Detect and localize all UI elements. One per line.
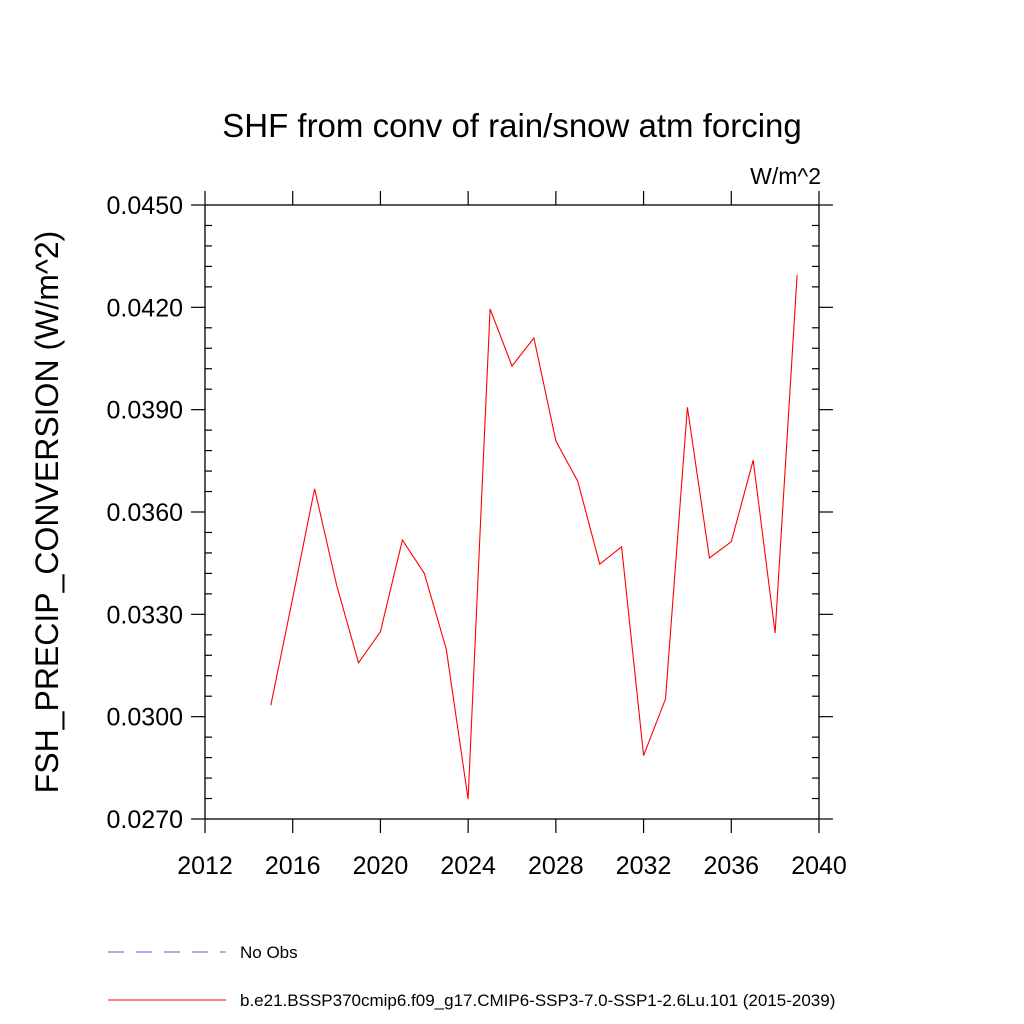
legend: No Obs b.e21.BSSP370cmip6.f09_g17.CMIP6-S… (108, 943, 835, 1010)
x-tick-label-2: 2020 (353, 852, 409, 880)
y-tick-label-0: 0.0270 (107, 806, 183, 834)
x-tick-label-0: 2012 (177, 852, 233, 880)
series-lines (270, 274, 798, 800)
y-tick-label-5: 0.0420 (107, 294, 183, 322)
x-tick-label-1: 2016 (265, 852, 321, 880)
y-tick-label-6: 0.0450 (107, 192, 183, 220)
legend-label-0: No Obs (240, 943, 298, 962)
y-tick-label-3: 0.0360 (107, 499, 183, 527)
plot-frame (204, 204, 820, 820)
y-tick-label-4: 0.0390 (107, 397, 183, 425)
series-line-1 (270, 274, 798, 800)
y-tick-labels: 0.0270 0.0300 0.0330 0.0360 0.0390 0.0420 0.04… (107, 192, 183, 834)
legend-label-1: b.e21.BSSP370cmip6.f09_g17.CMIP6-SSP3-7.… (240, 991, 835, 1010)
y-tick-label-2: 0.0330 (107, 601, 183, 629)
x-tick-label-5: 2032 (616, 852, 672, 880)
chart-title: SHF from conv of rain/snow atm forcing (222, 107, 802, 144)
y-axis-label: FSH_PRECIP_CONVERSION (W/m^2) (29, 231, 65, 794)
x-tick-labels: 2012 2016 2020 2024 2028 2032 2036 2040 (177, 852, 847, 880)
x-tick-label-6: 2036 (703, 852, 759, 880)
axis-ticks (191, 191, 833, 833)
units-label: W/m^2 (750, 163, 821, 189)
x-tick-label-3: 2024 (440, 852, 496, 880)
x-tick-label-7: 2040 (791, 852, 847, 880)
y-tick-label-1: 0.0300 (107, 704, 183, 732)
x-tick-label-4: 2028 (528, 852, 584, 880)
